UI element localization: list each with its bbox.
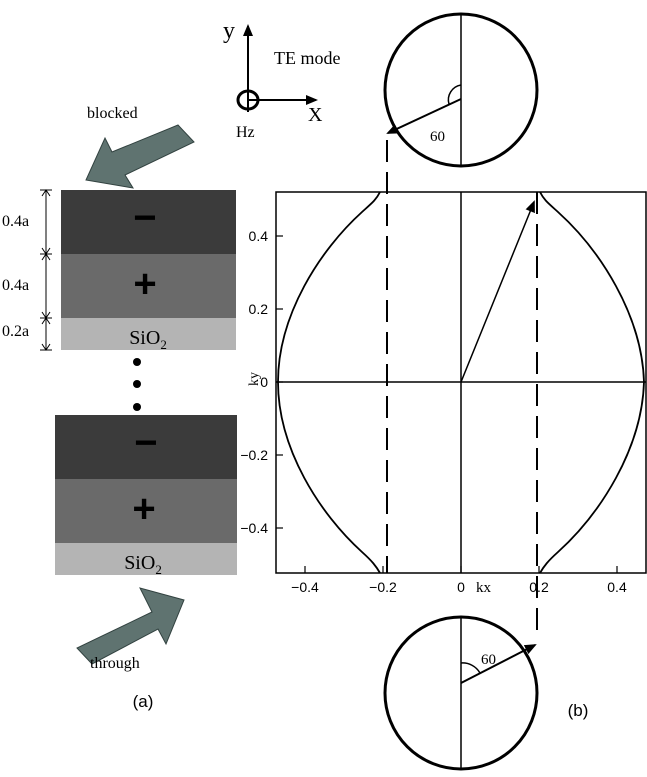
sign-negative: −	[133, 196, 156, 240]
y-axis-label: ky	[247, 372, 262, 386]
x-tick-label: 0.2	[529, 579, 549, 595]
x-label: X	[308, 104, 323, 126]
positive-layer	[55, 479, 237, 543]
through-arrow	[76, 587, 185, 665]
continuation-dot	[133, 403, 141, 411]
oxide-label: SiO2	[124, 552, 162, 577]
panel-b: 60 −0.4 −0.2 0 0.2 0.4 0.4	[240, 12, 647, 771]
thickness-label-1: 0.4a	[2, 213, 29, 230]
through-label: through	[90, 655, 140, 672]
continuation-dot	[133, 380, 141, 388]
positive-layer	[61, 254, 236, 318]
thickness-dimensions	[40, 189, 52, 351]
bottom-wavevector-arrow	[460, 644, 537, 684]
mode-label: TE mode	[274, 48, 340, 68]
negative-layer	[55, 415, 237, 479]
x-tick-label: −0.4	[291, 579, 319, 595]
sign-positive: +	[132, 487, 155, 531]
y-tick-label: −0.4	[240, 520, 268, 536]
top-angle-arc	[447, 84, 462, 105]
sign-negative: −	[134, 421, 157, 465]
oxide-label: SiO2	[129, 327, 167, 352]
panel-b-label: (b)	[568, 701, 589, 720]
top-wavevector-arrow	[386, 98, 462, 134]
thickness-label-3: 0.2a	[2, 323, 29, 340]
coordinate-system-legend: y X TE mode Hz	[223, 18, 340, 141]
top-angle-label: 60	[430, 129, 445, 145]
y-tick-label: 0.4	[249, 228, 269, 244]
oxide-layer	[55, 543, 237, 575]
blocked-label: blocked	[87, 105, 138, 122]
x-tick-label: −0.2	[369, 579, 397, 595]
hz-field-icon	[236, 89, 260, 111]
bottom-angle-arc	[460, 662, 481, 674]
continuation-dot	[133, 358, 141, 366]
y-tick-label: 0.2	[249, 301, 269, 317]
y-ticks	[276, 235, 283, 529]
field-label: Hz	[236, 124, 255, 141]
x-axis-label: kx	[476, 580, 492, 596]
equifrequency-contour	[539, 191, 645, 574]
negative-layer	[61, 190, 236, 254]
oxide-layer	[61, 318, 236, 350]
blocked-arrow	[85, 124, 195, 189]
x-tick-label: 0.4	[607, 579, 627, 595]
panel-a-label: (a)	[133, 692, 154, 711]
thickness-label-2: 0.4a	[2, 277, 29, 294]
panel-a: blocked − + SiO2 0.4a 0.4a 0.2a − + SiO2	[2, 105, 237, 711]
sign-positive: +	[133, 262, 156, 306]
wavevector-arrow	[460, 200, 535, 383]
y-tick-label: −0.2	[240, 447, 268, 463]
y-tick-label: 0	[260, 374, 268, 390]
bottom-angle-label: 60	[481, 652, 496, 668]
x-ticks	[304, 566, 618, 573]
y-label: y	[223, 18, 235, 44]
x-tick-label: 0	[457, 579, 465, 595]
